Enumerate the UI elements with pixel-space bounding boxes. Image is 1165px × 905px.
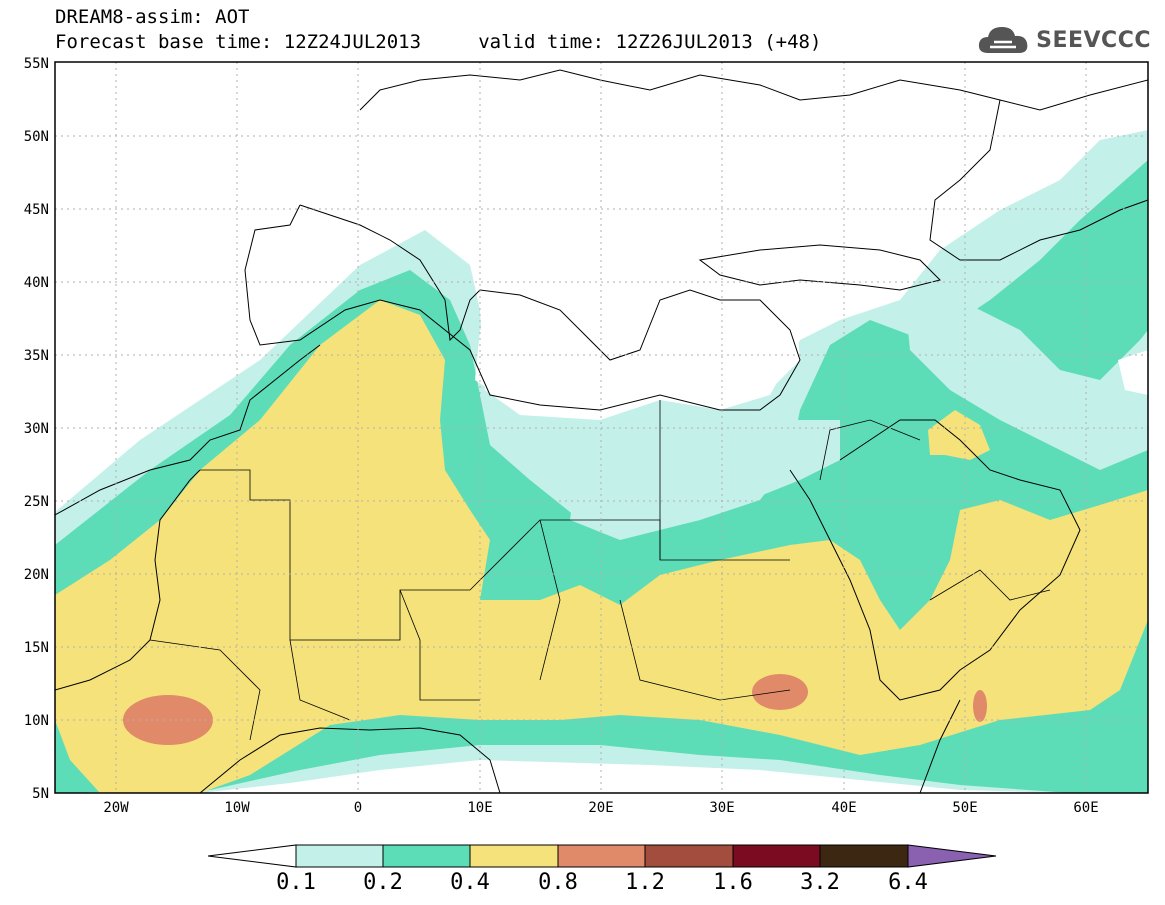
- lon-label: 50E: [952, 800, 977, 816]
- forecast-times: Forecast base time: 12Z24JUL2013 valid t…: [55, 31, 822, 53]
- lon-label: 10W: [224, 800, 250, 816]
- lon-label: 20W: [103, 800, 129, 816]
- colorbar-label: 0.2: [363, 870, 403, 895]
- colorbar-segment: [644, 844, 734, 868]
- lon-label: 60E: [1073, 800, 1098, 816]
- seevccc-logo: SEEVCCC: [976, 22, 1151, 58]
- graticule: [55, 62, 1148, 793]
- colorbar-label: 0.8: [538, 870, 578, 895]
- lat-label: 35N: [24, 348, 49, 364]
- colorbar-segment: [819, 844, 909, 868]
- lon-label: 10E: [467, 800, 492, 816]
- lat-label: 50N: [24, 129, 49, 145]
- lat-label: 55N: [24, 56, 49, 72]
- lat-label: 25N: [24, 494, 49, 510]
- map-frame: [54, 61, 1149, 794]
- lat-label: 40N: [24, 275, 49, 291]
- longitude-labels: 20W 10W 0 10E 20E 30E 40E 50E 60E: [103, 800, 1098, 816]
- latitude-labels: 55N 50N 45N 40N 35N 30N 25N 20N 15N 10N …: [24, 56, 49, 802]
- lon-label: 30E: [709, 800, 734, 816]
- colorbar-segment: [382, 844, 471, 868]
- colorbar-under-arrow: [207, 844, 297, 868]
- lon-label: 0: [354, 800, 362, 816]
- colorbar-segment: [469, 844, 559, 868]
- aot-patch-west-africa: [123, 695, 213, 745]
- colorbar-segment: [732, 844, 821, 868]
- coastlines: [55, 69, 1148, 793]
- lat-label: 15N: [24, 640, 49, 656]
- cloud-icon: [979, 27, 1028, 53]
- colorbar-segment: [295, 844, 384, 868]
- colorbar-segment: [557, 844, 646, 868]
- country-borders: [149, 400, 1051, 741]
- lat-label: 20N: [24, 567, 49, 583]
- colorbar-label: 3.2: [800, 870, 840, 895]
- aot-contours: [55, 130, 1148, 793]
- map-title: DREAM8-assim: AOT: [55, 6, 250, 28]
- aot-patch-somalia: [973, 690, 987, 722]
- colorbar-label: 0.1: [276, 870, 316, 895]
- lon-label: 20E: [588, 800, 613, 816]
- lat-label: 45N: [24, 202, 49, 218]
- lon-label: 40E: [831, 800, 856, 816]
- lat-label: 5N: [32, 786, 49, 802]
- colorbar-over-arrow: [907, 844, 997, 868]
- lat-label: 10N: [24, 713, 49, 729]
- colorbar-label: 6.4: [888, 870, 928, 895]
- colorbar-label: 1.2: [625, 870, 665, 895]
- aot-patch-sudan: [752, 674, 808, 710]
- lat-label: 30N: [24, 421, 49, 437]
- brand-name: SEEVCCC: [1036, 27, 1151, 53]
- colorbar: [207, 844, 997, 868]
- aot-band-0.4: [55, 300, 1148, 793]
- colorbar-label: 0.4: [450, 870, 490, 895]
- colorbar-label: 1.6: [713, 870, 753, 895]
